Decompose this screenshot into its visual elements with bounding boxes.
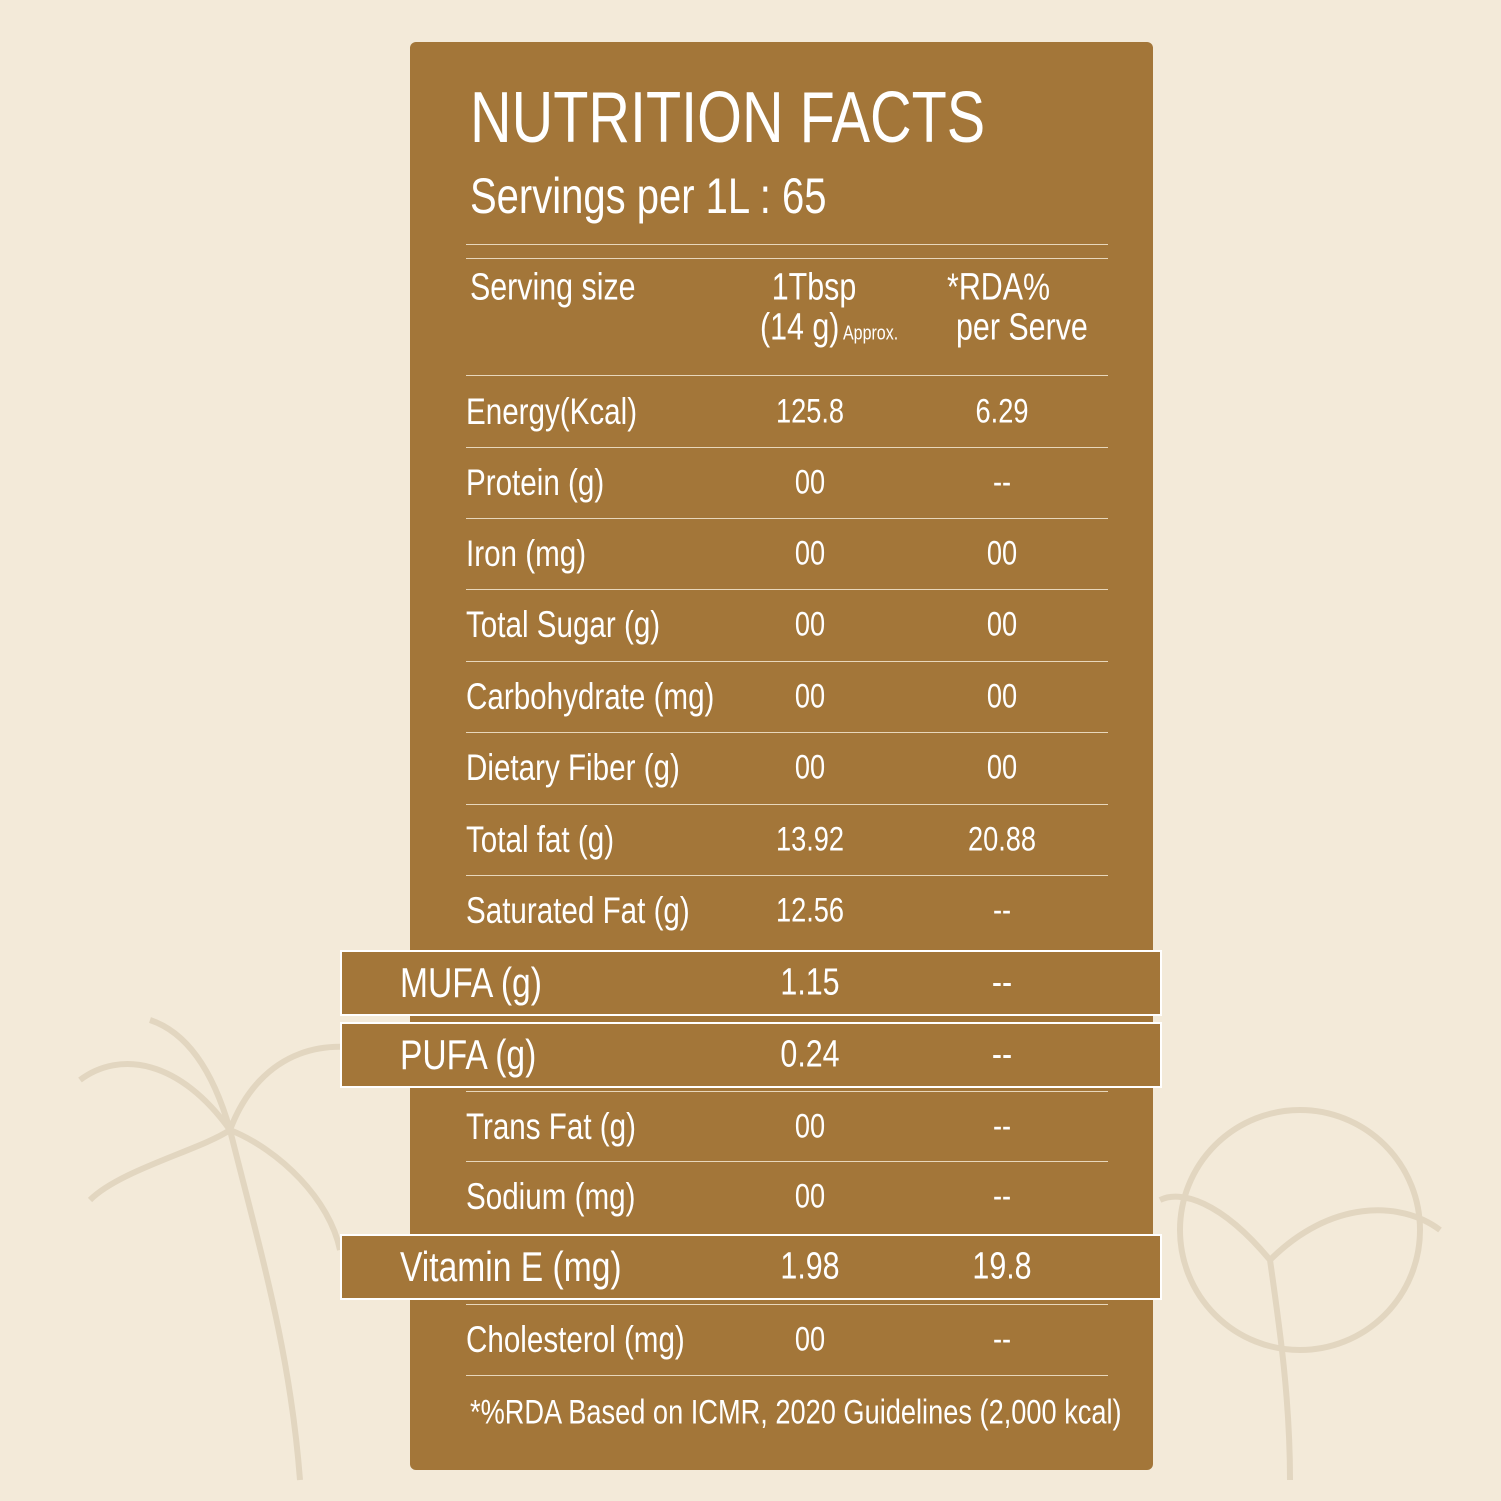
row-rda: -- <box>992 1107 1012 1146</box>
serving-grams: (14 g) <box>760 306 840 349</box>
row-amount: 00 <box>794 748 826 787</box>
row-amount: 13.92 <box>775 820 845 859</box>
row-amount: 125.8 <box>775 392 845 431</box>
row-label: MUFA (g) <box>400 959 542 1006</box>
row-amount: 00 <box>794 1177 826 1216</box>
row-rda: 20.88 <box>967 820 1037 859</box>
row-label: Total Sugar (g) <box>466 604 661 645</box>
row-amount: 00 <box>794 605 826 644</box>
row-rda: 00 <box>986 677 1018 716</box>
row-amount: 00 <box>794 534 826 573</box>
row-label: Saturated Fat (g) <box>466 890 690 931</box>
row-label: Cholesterol (mg) <box>466 1319 685 1360</box>
rule <box>466 1304 1108 1305</box>
serving-approx: Approx. <box>843 322 899 345</box>
row-label: PUFA (g) <box>400 1031 537 1078</box>
row-rda: 00 <box>986 605 1018 644</box>
highlight-row <box>340 1022 1162 1088</box>
row-rda: -- <box>992 463 1012 502</box>
row-label: Iron (mg) <box>466 533 587 574</box>
rule <box>466 732 1108 733</box>
rule <box>466 518 1108 519</box>
row-amount: 00 <box>794 677 826 716</box>
row-rda: 00 <box>986 534 1018 573</box>
row-amount: 1.15 <box>780 961 840 1004</box>
footnote: *%RDA Based on ICMR, 2020 Guidelines (2,… <box>470 1393 1122 1432</box>
row-rda: 19.8 <box>972 1245 1032 1288</box>
row-label: Trans Fat (g) <box>466 1106 636 1147</box>
rule <box>466 244 1108 245</box>
row-rda: 00 <box>986 748 1018 787</box>
row-amount: 12.56 <box>775 891 845 930</box>
row-label: Vitamin E (mg) <box>400 1243 622 1290</box>
row-label: Carbohydrate (mg) <box>466 676 715 717</box>
row-label: Dietary Fiber (g) <box>466 747 680 788</box>
serving-amount: 1Tbsp <box>771 266 857 309</box>
row-rda: -- <box>991 961 1013 1004</box>
row-amount: 00 <box>794 463 826 502</box>
row-rda: -- <box>992 1177 1012 1216</box>
rule <box>466 447 1108 448</box>
rule <box>466 1161 1108 1162</box>
row-rda: -- <box>991 1033 1013 1076</box>
rule <box>466 661 1108 662</box>
rule <box>466 804 1108 805</box>
rule <box>466 258 1108 259</box>
title: NUTRITION FACTS <box>470 78 986 158</box>
servings: Servings per 1L : 65 <box>470 168 827 224</box>
row-label: Protein (g) <box>466 462 605 503</box>
row-amount: 00 <box>794 1107 826 1146</box>
row-rda: -- <box>992 891 1012 930</box>
rda-sub: per Serve <box>956 306 1088 349</box>
row-rda: 6.29 <box>975 392 1029 431</box>
row-label: Energy(Kcal) <box>466 391 638 432</box>
label-panel <box>410 42 1153 1470</box>
rule <box>466 1091 1108 1092</box>
rda-header: *RDA% <box>947 266 1051 309</box>
serving-label: Serving size <box>470 266 636 309</box>
rule <box>466 589 1108 590</box>
row-label: Total fat (g) <box>466 819 615 860</box>
row-amount: 0.24 <box>780 1033 840 1076</box>
rule <box>466 875 1108 876</box>
row-amount: 1.98 <box>780 1245 840 1288</box>
row-amount: 00 <box>794 1320 826 1359</box>
highlight-row <box>340 1234 1162 1300</box>
rule <box>466 375 1108 376</box>
row-label: Sodium (mg) <box>466 1176 636 1217</box>
rule <box>466 1375 1108 1376</box>
highlight-row <box>340 950 1162 1016</box>
row-rda: -- <box>992 1320 1012 1359</box>
